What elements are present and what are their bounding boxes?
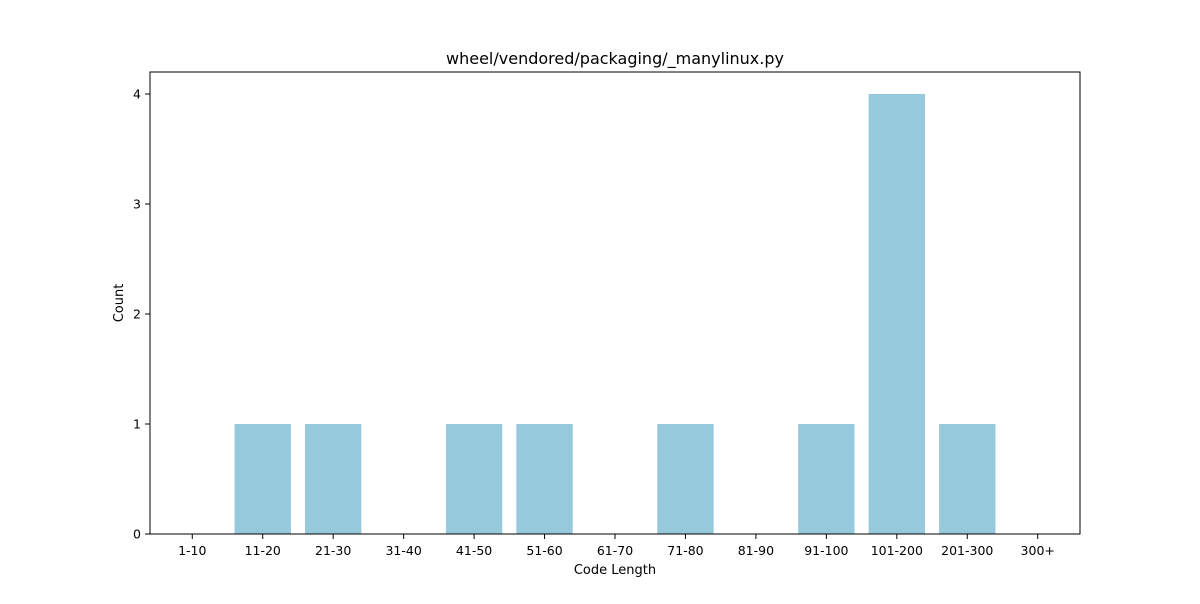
bar-91-100 xyxy=(798,424,855,534)
bars-layer xyxy=(234,94,996,534)
x-tick-label: 21-30 xyxy=(315,543,351,558)
bar-71-80 xyxy=(657,424,714,534)
bar-51-60 xyxy=(516,424,573,534)
x-tick-label: 71-80 xyxy=(667,543,703,558)
y-axis-label: Count xyxy=(112,284,127,323)
x-tick-label: 91-100 xyxy=(804,543,848,558)
plot-frame xyxy=(149,71,1081,535)
bar-101-200 xyxy=(868,94,925,534)
y-tick-label: 3 xyxy=(133,197,141,212)
y-tick-label: 0 xyxy=(133,527,141,542)
x-tick-label: 61-70 xyxy=(597,543,633,558)
y-tick-label: 4 xyxy=(133,87,141,102)
x-tick-label: 300+ xyxy=(1021,543,1055,558)
bar-11-20 xyxy=(234,424,291,534)
bar-201-300 xyxy=(939,424,996,534)
x-tick-label: 81-90 xyxy=(738,543,774,558)
x-tick-label: 51-60 xyxy=(526,543,562,558)
x-tick-label: 41-50 xyxy=(456,543,492,558)
bar-41-50 xyxy=(445,424,503,534)
x-axis-label: Code Length xyxy=(574,563,656,578)
x-axis-ticks: 1-10 11-20 21-30 31-40 41-50 51-60 61-70 71-80 8… xyxy=(178,534,1055,558)
x-tick-label: 101-200 xyxy=(871,543,923,558)
y-axis-ticks: 0 1 2 3 4 xyxy=(133,87,150,542)
x-tick-label: 31-40 xyxy=(385,543,421,558)
y-tick-label: 1 xyxy=(133,417,141,432)
x-tick-label: 11-20 xyxy=(245,543,281,558)
x-tick-label: 201-300 xyxy=(941,543,993,558)
chart-title: wheel/vendored/packaging/_manylinux.py xyxy=(446,49,784,69)
y-tick-label: 2 xyxy=(133,307,141,322)
x-tick-label: 1-10 xyxy=(178,543,206,558)
bar-21-30 xyxy=(305,424,362,534)
